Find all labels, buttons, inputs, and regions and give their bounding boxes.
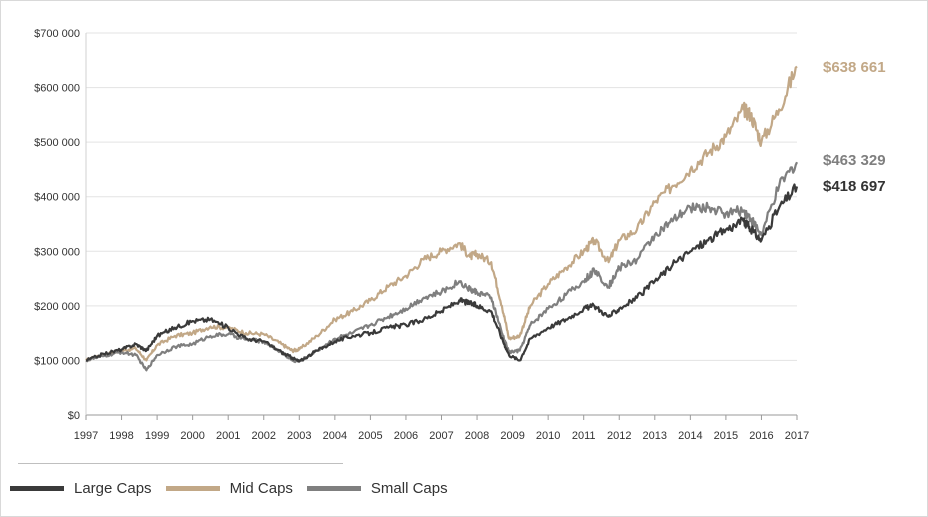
x-tick-label: 2005 xyxy=(358,430,382,442)
legend-swatch-mid-caps xyxy=(165,486,220,491)
legend-item-large-caps: Large Caps xyxy=(10,480,152,497)
x-tick-label: 2009 xyxy=(500,430,524,442)
legend-item-mid-caps: Mid Caps xyxy=(165,480,293,497)
y-tick-label: $200 000 xyxy=(34,301,80,313)
x-tick-label: 2007 xyxy=(429,430,453,442)
x-tick-label: 2015 xyxy=(714,430,738,442)
x-tick-label: 2006 xyxy=(394,430,418,442)
x-tick-label: 1997 xyxy=(74,430,98,442)
x-tick-label: 2012 xyxy=(607,430,631,442)
y-tick-label: $300 000 xyxy=(34,246,80,258)
y-tick-label: $100 000 xyxy=(34,355,80,367)
y-tick-label: $500 000 xyxy=(34,137,80,149)
x-tick-label: 1999 xyxy=(145,430,169,442)
y-tick-label: $700 000 xyxy=(34,28,80,40)
x-tick-label: 2002 xyxy=(252,430,276,442)
y-tick-label: $400 000 xyxy=(34,192,80,204)
x-tick-label: 2003 xyxy=(287,430,311,442)
series-line-large-caps xyxy=(86,183,799,363)
series-line-mid-caps xyxy=(85,65,798,362)
x-tick-label: 1998 xyxy=(109,430,133,442)
end-label-mid-caps: $638 661 xyxy=(823,59,886,76)
x-tick-label: 2000 xyxy=(180,430,204,442)
legend: Large Caps Mid Caps Small Caps xyxy=(10,480,462,497)
y-axis-ticks: $0 $100 000 $200 000 $300 000 $400 000 $500 0… xyxy=(34,28,80,422)
gridlines xyxy=(86,32,797,416)
x-tick-label: 2014 xyxy=(678,430,702,442)
series-line-small-caps xyxy=(85,161,799,372)
y-tick-label: $0 xyxy=(68,410,80,422)
legend-divider xyxy=(18,463,343,464)
legend-swatch-small-caps xyxy=(306,486,361,491)
x-axis: 1997 1998 1999 2000 2001 2002 2003 2004 2005 2006… xyxy=(74,33,809,442)
x-tick-label: 2011 xyxy=(572,430,596,442)
x-tick-label: 2017 xyxy=(785,430,809,442)
y-tick-label: $600 000 xyxy=(34,83,80,95)
end-labels: $638 661 $463 329 $418 697 xyxy=(823,59,886,195)
x-tick-label: 2010 xyxy=(536,430,560,442)
x-tick-label: 2004 xyxy=(323,430,347,442)
end-label-large-caps: $418 697 xyxy=(823,178,886,195)
legend-label-mid-caps: Mid Caps xyxy=(229,480,293,497)
end-label-small-caps: $463 329 xyxy=(823,152,886,169)
legend-label-large-caps: Large Caps xyxy=(74,480,152,497)
x-tick-label: 2008 xyxy=(465,430,489,442)
legend-label-small-caps: Small Caps xyxy=(370,480,448,497)
legend-item-small-caps: Small Caps xyxy=(306,480,448,497)
legend-swatch-large-caps xyxy=(10,486,64,491)
series-lines xyxy=(85,65,799,372)
x-tick-label: 2016 xyxy=(749,430,773,442)
x-tick-label: 2001 xyxy=(216,430,240,442)
x-tick-label: 2013 xyxy=(643,430,667,442)
